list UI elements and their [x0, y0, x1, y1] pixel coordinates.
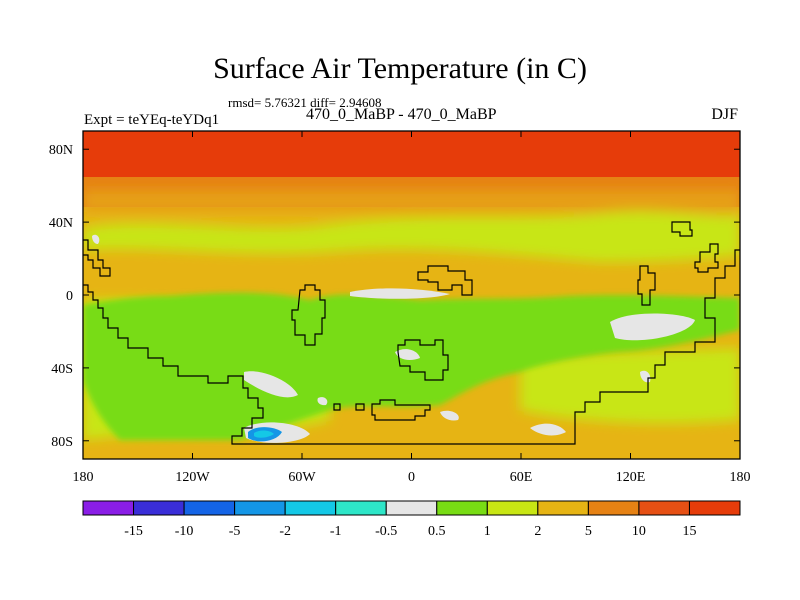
colorbar-swatch: [688, 500, 741, 516]
experiment-label: Expt = teYEq-teYDq1: [84, 112, 220, 128]
coast-west-continent: [83, 249, 740, 445]
colorbar-swatch: [436, 500, 488, 516]
y-tick-label: 0: [66, 289, 73, 304]
colorbar: -15 -10 -5 -2 -1 -0.5 0.5 1 2 5 10 15: [82, 500, 741, 539]
colorbar-swatch: [486, 500, 539, 516]
colorbar-swatch: [638, 500, 690, 516]
coast-inland-center: [397, 339, 449, 381]
x-tick-label: 60W: [288, 470, 316, 485]
colorbar-swatch: [284, 500, 337, 516]
colorbar-swatch: [183, 500, 236, 516]
colorbar-swatch: [385, 500, 438, 516]
coast-sidebar-small-1: [355, 403, 365, 411]
colorbar-label: 0.5: [428, 524, 446, 539]
colorbar-label: 1: [484, 524, 491, 539]
colorbar-label: -10: [175, 524, 194, 539]
coastline-layer: [83, 221, 740, 445]
chart-title: Surface Air Temperature (in C): [213, 52, 587, 85]
coast-northeast-3: [694, 243, 719, 273]
y-tick-label: 80S: [51, 435, 73, 450]
colorbar-swatch: [537, 500, 589, 516]
y-tick-label: 40S: [51, 362, 73, 377]
colorbar-label: -2: [279, 524, 291, 539]
coast-southeast: [371, 399, 431, 421]
colorbar-label: 2: [534, 524, 541, 539]
coast-inland-west: [291, 284, 326, 346]
colorbar-label: -5: [229, 524, 241, 539]
field-layer: [83, 131, 740, 459]
field-green-core: [83, 292, 740, 440]
colorbar-label: -0.5: [375, 524, 397, 539]
x-tick-label: 120W: [175, 470, 210, 485]
colorbar-label: 15: [682, 524, 696, 539]
x-tick-label: 120E: [616, 470, 646, 485]
colorbar-swatch: [133, 500, 185, 516]
coast-north-lake: [417, 265, 473, 296]
x-tick-label: 0: [408, 470, 415, 485]
colorbar-label: 10: [632, 524, 646, 539]
field-cool-patch: [254, 430, 274, 438]
x-tick-label: 180: [730, 470, 751, 485]
rmsd-diff-label: rmsd= 5.76321 diff= 2.94608: [228, 95, 382, 110]
coast-sidebar-small-2: [333, 403, 341, 411]
coast-northwest: [83, 239, 111, 277]
period-label: 470_0_MaBP - 470_0_MaBP: [306, 106, 497, 123]
colorbar-label: 5: [585, 524, 592, 539]
colorbar-label: -1: [330, 524, 342, 539]
y-tick-label: 40N: [49, 216, 73, 231]
x-tick-label: 60E: [510, 470, 533, 485]
season-label: DJF: [711, 106, 738, 123]
field-arctic-band: [83, 131, 740, 177]
coast-northeast-1: [637, 265, 656, 306]
colorbar-swatch: [335, 500, 387, 516]
colorbar-swatch: [82, 500, 135, 516]
y-tick-label: 80N: [49, 143, 73, 158]
x-tick-label: 180: [73, 470, 94, 485]
colorbar-label: -15: [124, 524, 143, 539]
coast-northeast-2: [671, 221, 693, 237]
axes-layer: 180 120W 60W 0 60E 120E 180 80N 40N 0 40S 80S: [49, 131, 751, 485]
colorbar-swatch: [587, 500, 640, 516]
colorbar-swatch: [234, 500, 286, 516]
